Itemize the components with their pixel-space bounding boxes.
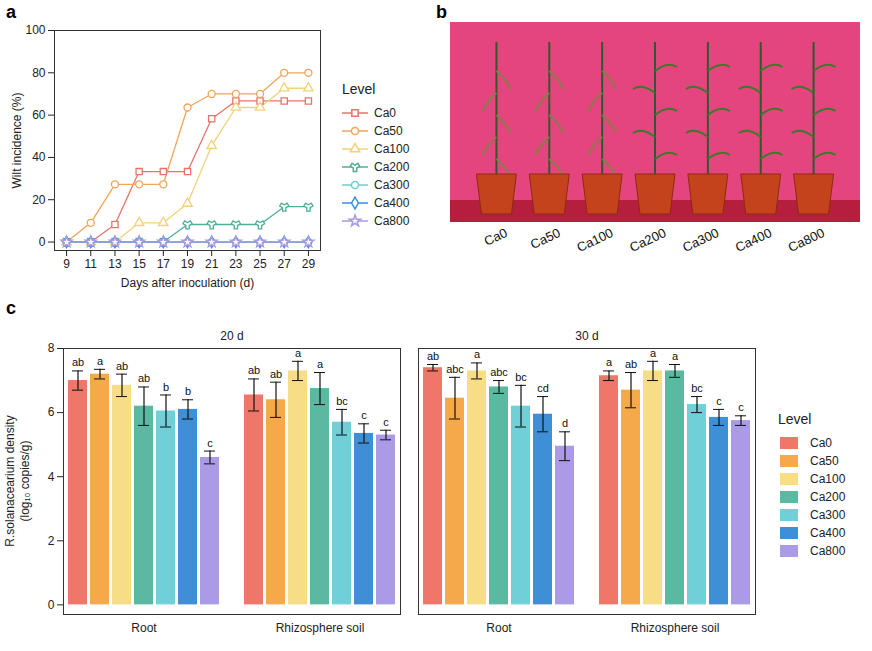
- svg-text:Ca200: Ca200: [627, 225, 668, 255]
- svg-text:a: a: [606, 356, 613, 368]
- svg-text:Ca100: Ca100: [374, 142, 410, 156]
- svg-text:9: 9: [63, 257, 70, 271]
- svg-text:Ca0: Ca0: [374, 106, 396, 120]
- svg-text:29: 29: [302, 257, 316, 271]
- svg-text:c: c: [207, 437, 213, 449]
- svg-text:bc: bc: [691, 382, 703, 394]
- svg-text:2: 2: [48, 534, 55, 548]
- html-text:c: c: [6, 298, 16, 318]
- svg-text:20: 20: [32, 193, 46, 207]
- svg-text:Ca50: Ca50: [374, 124, 403, 138]
- svg-text:ab: ab: [427, 350, 439, 362]
- svg-text:ab: ab: [270, 368, 282, 380]
- svg-text:c: c: [383, 416, 389, 428]
- svg-text:Days after inoculation (d): Days after inoculation (d): [121, 276, 254, 290]
- svg-text:cd: cd: [537, 382, 549, 394]
- svg-text:Ca100: Ca100: [574, 225, 615, 255]
- svg-text:40: 40: [32, 150, 46, 164]
- svg-text:ab: ab: [625, 358, 637, 370]
- svg-text:b: b: [163, 380, 169, 392]
- svg-text:Ca300: Ca300: [374, 178, 410, 192]
- svg-text:Ca800: Ca800: [374, 214, 410, 228]
- svg-text:abc: abc: [446, 363, 464, 375]
- svg-text:a: a: [650, 347, 657, 359]
- svg-text:25: 25: [253, 257, 267, 271]
- svg-text:Rhizosphere soil: Rhizosphere soil: [631, 621, 720, 635]
- svg-text:a: a: [672, 350, 679, 362]
- svg-text:Ca400: Ca400: [733, 225, 774, 255]
- svg-text:c: c: [738, 401, 744, 413]
- svg-text:a: a: [295, 347, 302, 359]
- svg-text:Wilt incidence (%): Wilt incidence (%): [10, 92, 24, 188]
- svg-text:Root: Root: [486, 621, 512, 635]
- svg-text:c: c: [716, 395, 722, 407]
- svg-text:Ca50: Ca50: [810, 454, 839, 468]
- svg-text:Ca50: Ca50: [528, 225, 563, 252]
- svg-text:Ca400: Ca400: [374, 196, 410, 210]
- svg-text:6: 6: [48, 405, 55, 419]
- svg-text:17: 17: [157, 257, 171, 271]
- svg-text:Ca400: Ca400: [810, 526, 846, 540]
- svg-text:b: b: [185, 385, 191, 397]
- svg-text:23: 23: [229, 257, 243, 271]
- svg-text:d: d: [562, 417, 568, 429]
- svg-text:20 d: 20 d: [220, 329, 243, 343]
- svg-text:60: 60: [32, 108, 46, 122]
- svg-text:ab: ab: [248, 364, 260, 376]
- svg-text:100: 100: [25, 23, 45, 37]
- svg-text:abc: abc: [490, 366, 508, 378]
- svg-text:Ca0: Ca0: [810, 436, 832, 450]
- svg-text:80: 80: [32, 66, 46, 80]
- svg-text:Rhizosphere soil: Rhizosphere soil: [276, 621, 365, 635]
- svg-text:Ca300: Ca300: [680, 225, 721, 255]
- svg-text:0: 0: [48, 598, 55, 612]
- svg-text:Ca200: Ca200: [374, 160, 410, 174]
- svg-text:a: a: [317, 358, 324, 370]
- svg-text:27: 27: [278, 257, 292, 271]
- svg-text:c: c: [361, 409, 367, 421]
- svg-text:R.solanacearium density(log₁₀: R.solanacearium density(log₁₀ copies/g): [3, 415, 32, 546]
- svg-text:Ca0: Ca0: [482, 225, 510, 249]
- svg-text:Level: Level: [342, 81, 375, 97]
- svg-text:Ca200: Ca200: [810, 490, 846, 504]
- svg-text:bc: bc: [336, 395, 348, 407]
- html-text:a: a: [6, 2, 16, 22]
- svg-text:Ca800: Ca800: [786, 225, 827, 255]
- svg-text:Ca100: Ca100: [810, 472, 846, 486]
- svg-text:21: 21: [205, 257, 219, 271]
- svg-text:a: a: [97, 355, 104, 367]
- svg-text:a: a: [474, 348, 481, 360]
- svg-text:8: 8: [48, 341, 55, 355]
- svg-text:30 d: 30 d: [575, 329, 598, 343]
- svg-text:bc: bc: [515, 371, 527, 383]
- svg-text:Level: Level: [778, 411, 811, 427]
- svg-text:13: 13: [108, 257, 122, 271]
- svg-text:4: 4: [48, 470, 55, 484]
- svg-text:Ca800: Ca800: [810, 544, 846, 558]
- svg-text:0: 0: [39, 235, 46, 249]
- svg-text:19: 19: [181, 257, 195, 271]
- svg-text:ab: ab: [138, 372, 150, 384]
- svg-text:ab: ab: [72, 356, 84, 368]
- svg-text:ab: ab: [116, 360, 128, 372]
- svg-text:Ca300: Ca300: [810, 508, 846, 522]
- html-text:b: b: [436, 2, 447, 22]
- svg-text:Root: Root: [131, 621, 157, 635]
- svg-text:15: 15: [132, 257, 146, 271]
- svg-text:11: 11: [85, 257, 98, 271]
